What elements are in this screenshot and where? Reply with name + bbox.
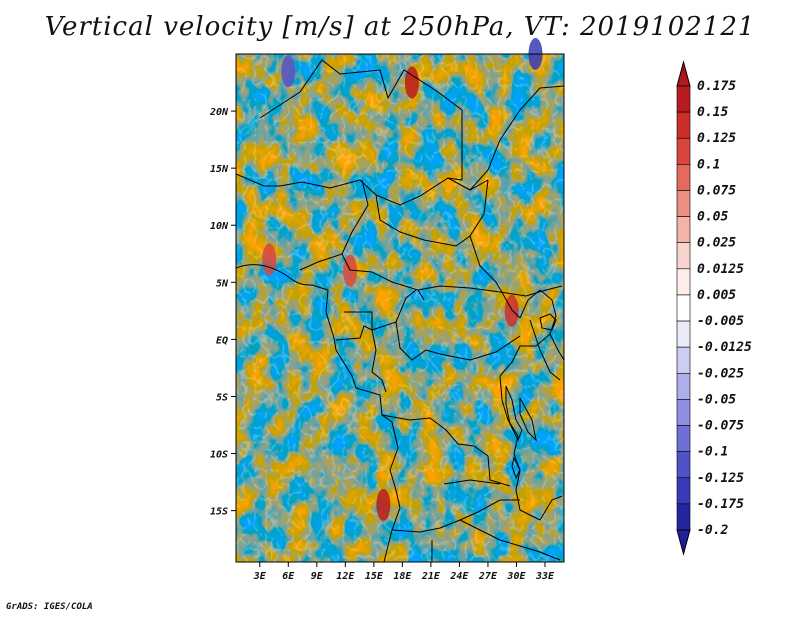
colorbar-label: 0.15 bbox=[697, 105, 728, 120]
colorbar-swatch bbox=[676, 346, 691, 374]
y-tick-label: 15N bbox=[210, 164, 229, 175]
x-tick-label: 33E bbox=[535, 571, 555, 582]
colorbar-swatch bbox=[676, 399, 691, 426]
colorbar-label: -0.005 bbox=[697, 314, 744, 329]
y-axis: 20N 15N 10N 5N EQ 5S 10S 15S bbox=[209, 107, 236, 518]
x-tick-label: 30E bbox=[506, 571, 526, 582]
colorbar-label: 0.0125 bbox=[697, 262, 744, 277]
colorbar-swatch bbox=[676, 425, 691, 452]
colorbar-label: -0.025 bbox=[697, 366, 744, 381]
colorbar-max-arrow bbox=[676, 60, 691, 87]
x-tick-label: 9E bbox=[311, 571, 324, 582]
colorbar-swatch bbox=[676, 503, 691, 531]
y-tick-label: 5N bbox=[216, 278, 229, 289]
chart-title: Vertical velocity [m/s] at 250hPa, VT: 2… bbox=[44, 12, 756, 42]
colorbar-label: 0.025 bbox=[697, 236, 736, 251]
y-tick-label: 15S bbox=[210, 507, 228, 518]
colorbar-swatch bbox=[676, 111, 691, 139]
x-tick-label: 12E bbox=[336, 571, 355, 582]
colorbar-label: -0.05 bbox=[697, 392, 736, 407]
colorbar-label: -0.125 bbox=[697, 471, 744, 486]
colorbar-swatch bbox=[676, 137, 691, 165]
colorbar-label: 0.125 bbox=[697, 131, 736, 146]
y-tick-label: 10S bbox=[210, 450, 228, 461]
colorbar-min-arrow bbox=[676, 529, 691, 556]
country-boundaries bbox=[235, 59, 565, 563]
colorbar-swatch bbox=[676, 268, 691, 296]
plot-frame bbox=[235, 53, 565, 563]
y-tick-label: 5S bbox=[216, 392, 228, 403]
colorbar-label: 0.1 bbox=[697, 157, 720, 172]
x-tick-label: 27E bbox=[478, 571, 498, 582]
grads-credit: GrADS: IGES/COLA bbox=[6, 602, 93, 612]
colorbar-label: -0.075 bbox=[697, 419, 744, 434]
colorbar-swatch bbox=[676, 242, 691, 270]
colorbar-swatch bbox=[676, 216, 691, 244]
colorbar-swatch bbox=[676, 294, 691, 322]
y-tick-label: 10N bbox=[210, 221, 229, 232]
colorbar-swatch bbox=[676, 477, 691, 505]
x-tick-label: 15E bbox=[365, 571, 384, 582]
colorbar-label: -0.175 bbox=[697, 497, 744, 512]
colorbar-swatch bbox=[676, 372, 691, 400]
colorbar-label: 0.175 bbox=[697, 79, 736, 94]
colorbar-swatch bbox=[676, 320, 691, 348]
colorbar-label: -0.1 bbox=[697, 445, 728, 460]
colorbar-label: -0.2 bbox=[697, 523, 728, 538]
x-tick-label: 18E bbox=[393, 571, 412, 582]
velocity-feature bbox=[281, 55, 296, 88]
colorbar-swatch bbox=[676, 451, 691, 479]
colorbar-label: 0.05 bbox=[697, 210, 728, 225]
x-tick-label: 21E bbox=[421, 571, 441, 582]
y-tick-label: EQ bbox=[216, 335, 228, 346]
lakes bbox=[505, 313, 557, 480]
colorbar-label: -0.0125 bbox=[697, 340, 752, 355]
x-axis: 3E 6E 9E 12E 15E 18E 21E 24E 27E 30E 33E bbox=[253, 562, 555, 582]
velocity-feature bbox=[504, 294, 519, 327]
x-tick-label: 6E bbox=[282, 571, 295, 582]
velocity-field bbox=[236, 38, 564, 562]
colorbar-swatch bbox=[676, 85, 691, 113]
colorbar-swatch bbox=[676, 190, 691, 217]
y-tick-label: 20N bbox=[209, 107, 229, 118]
x-tick-label: 3E bbox=[253, 571, 267, 582]
colorbar-swatch bbox=[676, 164, 691, 191]
colorbar: 0.175 0.15 0.125 0.1 0.075 0.05 0.025 0.0125 0.0… bbox=[676, 60, 752, 556]
colorbar-label: 0.075 bbox=[697, 183, 736, 198]
velocity-feature bbox=[262, 243, 277, 276]
velocity-feature bbox=[376, 488, 391, 521]
velocity-feature bbox=[404, 66, 419, 99]
colorbar-label: 0.005 bbox=[697, 288, 736, 303]
x-tick-label: 24E bbox=[449, 571, 469, 582]
